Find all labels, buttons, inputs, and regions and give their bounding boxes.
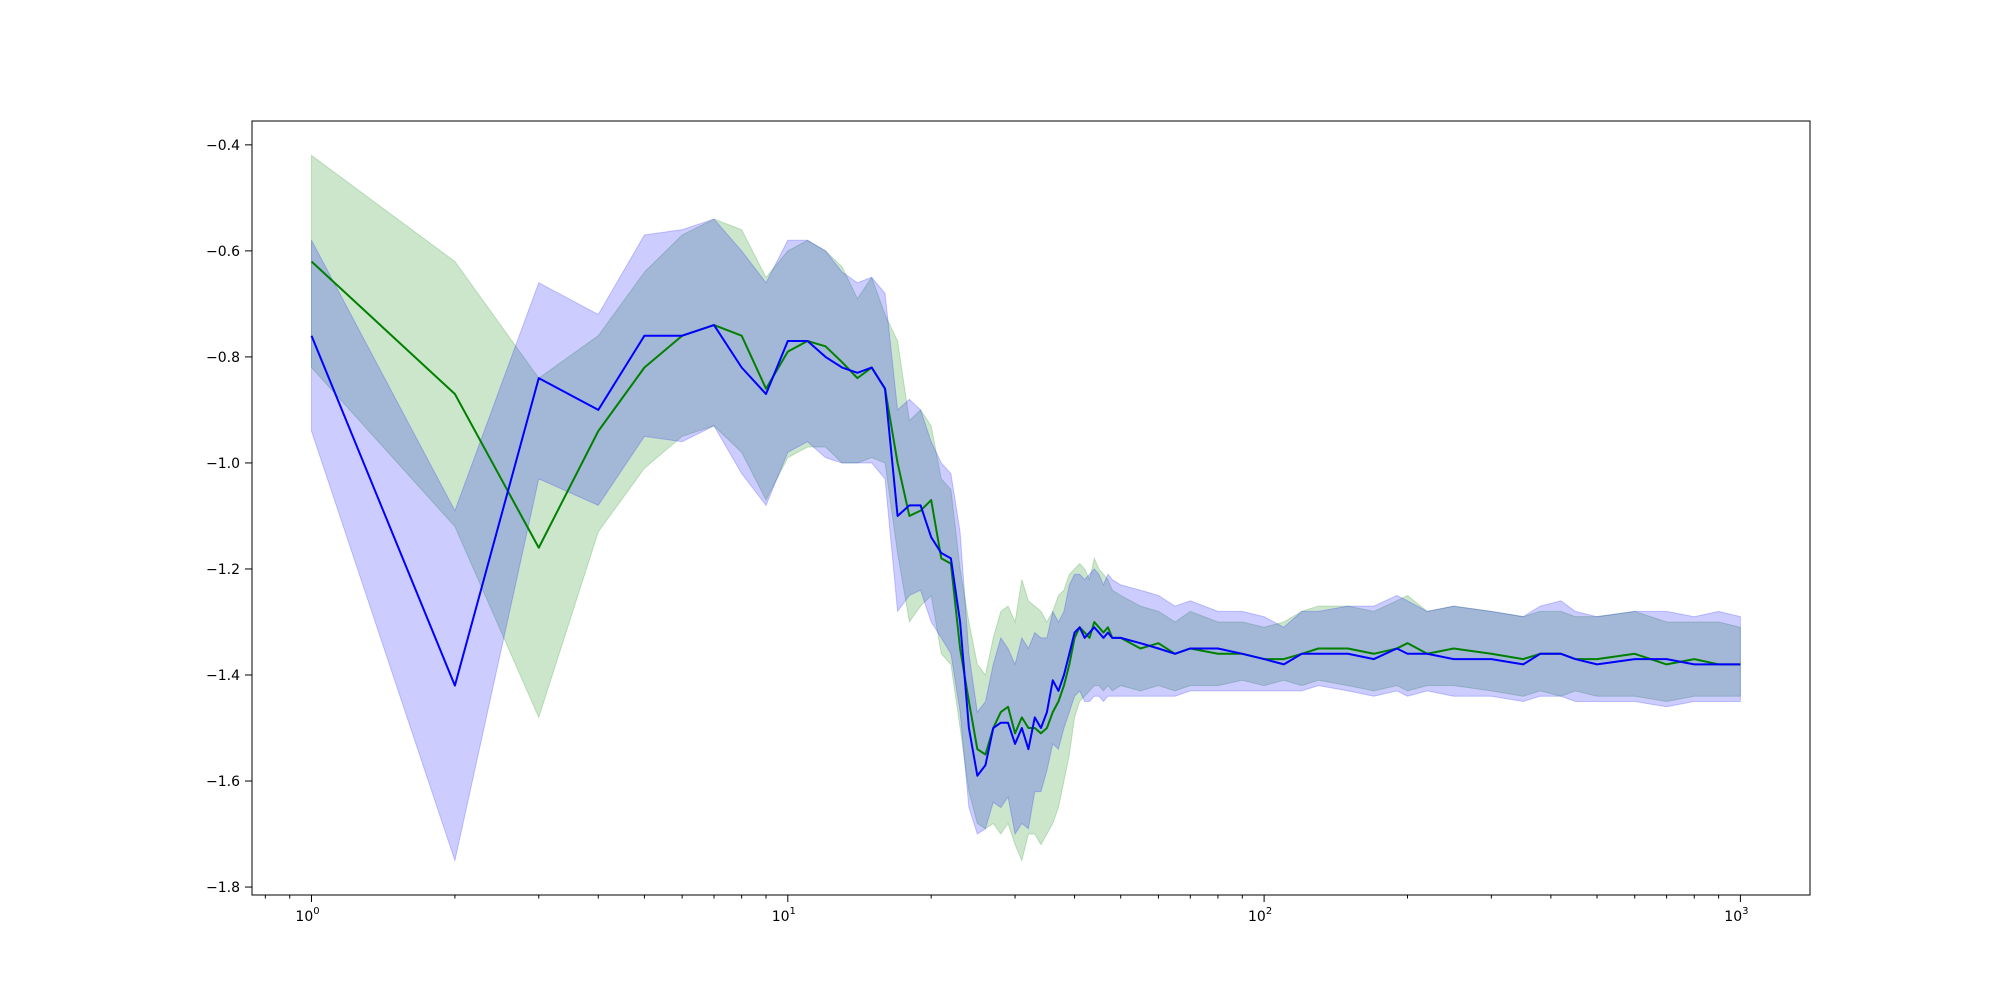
series-1-band xyxy=(311,154,1741,863)
y-tick-label: −1.0 xyxy=(206,456,240,472)
y-tick-label: −0.6 xyxy=(206,244,240,260)
confidence-bands xyxy=(311,154,1741,863)
series-2-band xyxy=(311,218,1741,863)
y-axis: −0.4 −0.6 −0.8 −1.0 −1.2 −1.4 −1.6 −1.8 xyxy=(206,138,252,896)
x-axis: 100 101 102 103 xyxy=(264,895,1749,925)
series-lines xyxy=(310,260,1741,777)
y-tick-label: −1.8 xyxy=(206,880,240,896)
y-tick-label: −1.4 xyxy=(206,668,240,684)
x-tick-label: 102 xyxy=(1248,906,1272,925)
series-2-line xyxy=(310,324,1741,777)
x-tick-label: 101 xyxy=(772,906,796,925)
y-tick-label: −1.2 xyxy=(206,562,240,578)
y-tick-label: −1.6 xyxy=(206,774,240,790)
x-tick-label: 100 xyxy=(295,906,319,925)
y-tick-label: −0.8 xyxy=(206,350,240,366)
y-tick-label: −0.4 xyxy=(206,138,240,154)
x-tick-label: 103 xyxy=(1724,906,1748,925)
plot-area-frame xyxy=(251,120,1811,896)
